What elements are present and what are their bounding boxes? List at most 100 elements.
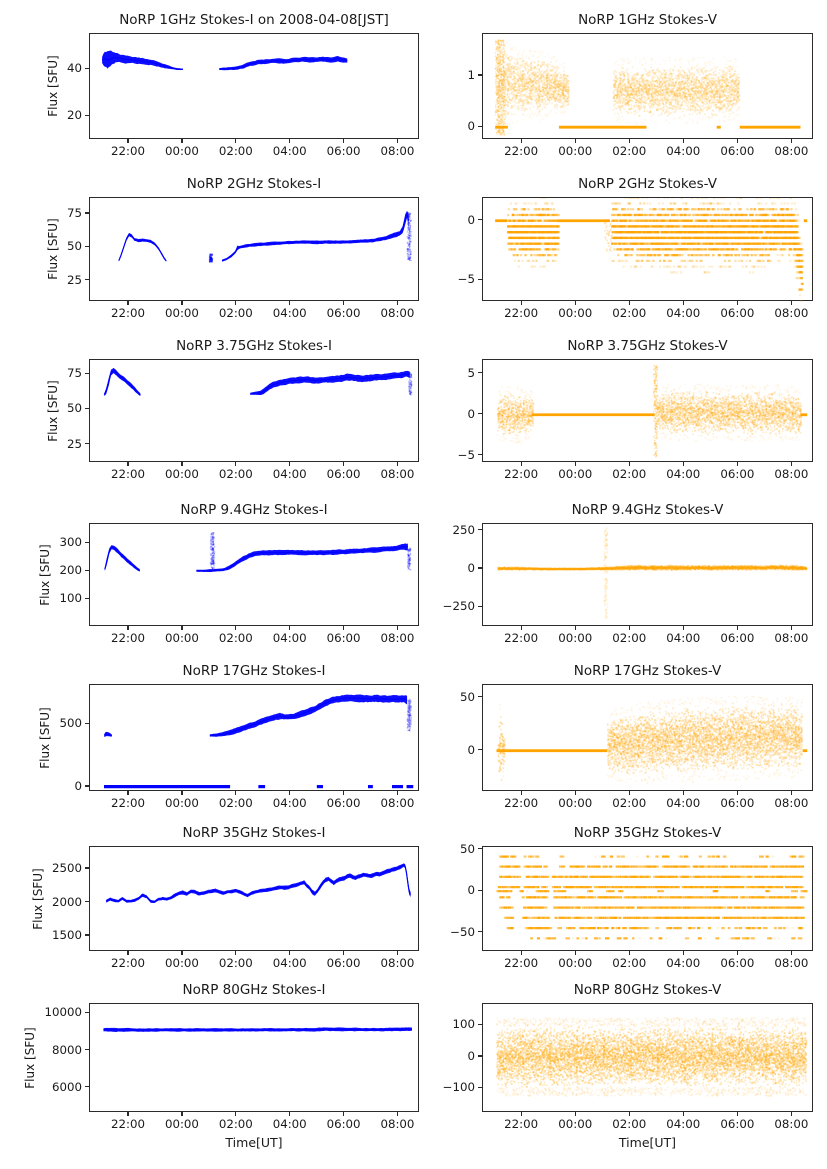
y-axis-label: Flux [SFU] bbox=[38, 543, 53, 606]
y-tick-mark bbox=[478, 889, 482, 891]
x-tick-label: 22:00 bbox=[504, 631, 539, 645]
x-tick-label: 22:00 bbox=[504, 1117, 539, 1131]
x-tick-mark bbox=[790, 626, 792, 630]
x-tick-label: 04:00 bbox=[272, 467, 307, 481]
x-tick-mark bbox=[396, 139, 399, 143]
x-tick-label: 06:00 bbox=[720, 1117, 755, 1131]
y-tick-label: 0 bbox=[467, 883, 475, 898]
x-tick-mark bbox=[520, 301, 522, 305]
y-tick-mark bbox=[478, 605, 482, 607]
y-tick-label: 0 bbox=[74, 778, 82, 793]
x-tick-label: 02:00 bbox=[218, 796, 253, 810]
y-tick-mark bbox=[85, 372, 89, 374]
x-tick-mark bbox=[181, 1112, 183, 1116]
x-tick-label: 02:00 bbox=[612, 796, 647, 810]
x-tick-label: 08:00 bbox=[380, 1117, 415, 1131]
x-tick-label: 06:00 bbox=[326, 631, 361, 645]
x-tick-mark bbox=[342, 462, 345, 466]
x-tick-label: 00:00 bbox=[558, 956, 593, 970]
x-tick-mark bbox=[289, 139, 291, 143]
y-tick-label: −100 bbox=[442, 1080, 475, 1095]
x-tick-mark bbox=[520, 139, 522, 143]
x-tick-mark bbox=[574, 139, 576, 143]
x-tick-mark bbox=[790, 1112, 792, 1116]
y-tick-label: 20 bbox=[66, 108, 82, 123]
y-tick-mark bbox=[85, 900, 89, 903]
x-tick-label: 02:00 bbox=[218, 306, 253, 320]
x-tick-mark bbox=[790, 791, 792, 795]
x-tick-label: 02:00 bbox=[218, 631, 253, 645]
plot-canvas-norp-80ghz-stokes-i bbox=[90, 1004, 420, 1113]
y-tick-label: 25 bbox=[66, 272, 82, 287]
x-tick-label: 00:00 bbox=[558, 796, 593, 810]
subplot-title-norp-2ghz-stokes-i: NoRP 2GHz Stokes-I bbox=[186, 176, 322, 192]
subplot-title-norp-2ghz-stokes-v: NoRP 2GHz Stokes-V bbox=[578, 176, 717, 192]
x-tick-mark bbox=[127, 301, 129, 305]
y-tick-label: 75 bbox=[66, 206, 82, 220]
x-tick-mark bbox=[520, 462, 522, 466]
x-tick-mark bbox=[628, 1112, 630, 1116]
y-tick-mark bbox=[85, 407, 89, 409]
x-tick-label: 22:00 bbox=[504, 306, 539, 320]
x-tick-label: 08:00 bbox=[380, 956, 415, 970]
x-tick-label: 22:00 bbox=[111, 1117, 146, 1131]
y-tick-mark bbox=[478, 847, 482, 850]
y-tick-label: 2000 bbox=[51, 894, 82, 909]
x-tick-mark bbox=[628, 301, 630, 305]
y-tick-label: 1500 bbox=[51, 927, 82, 942]
x-tick-mark bbox=[289, 951, 291, 955]
x-tick-mark bbox=[790, 462, 792, 466]
y-tick-mark bbox=[85, 245, 89, 247]
y-tick-label: 200 bbox=[59, 563, 82, 578]
x-tick-label: 02:00 bbox=[218, 467, 253, 481]
plot-canvas-norp-17ghz-stokes-i bbox=[90, 685, 420, 792]
x-tick-label: 22:00 bbox=[111, 144, 146, 158]
plot-area-norp-80ghz-stokes-v bbox=[482, 1003, 814, 1113]
x-tick-label: 06:00 bbox=[326, 956, 361, 970]
x-tick-mark bbox=[342, 301, 345, 305]
x-tick-label: 02:00 bbox=[218, 144, 253, 158]
x-tick-mark bbox=[181, 626, 183, 630]
x-tick-label: 22:00 bbox=[504, 956, 539, 970]
x-axis-label: Time[UT] bbox=[618, 1135, 677, 1150]
y-tick-label: −50 bbox=[450, 924, 475, 939]
plot-canvas-norp-80ghz-stokes-v bbox=[483, 1004, 814, 1113]
x-tick-label: 02:00 bbox=[612, 144, 647, 158]
x-tick-mark bbox=[235, 1112, 237, 1116]
y-tick-mark bbox=[85, 1086, 89, 1088]
y-tick-mark bbox=[478, 696, 482, 698]
y-tick-mark bbox=[85, 279, 89, 281]
plot-area-norp-35ghz-stokes-i bbox=[89, 846, 420, 952]
x-tick-label: 22:00 bbox=[111, 467, 146, 481]
x-tick-mark bbox=[235, 301, 237, 305]
x-tick-mark bbox=[574, 791, 576, 795]
x-tick-label: 04:00 bbox=[666, 306, 701, 320]
plot-area-norp-3-75ghz-stokes-i bbox=[89, 359, 420, 463]
y-tick-label: 100 bbox=[452, 1017, 475, 1032]
subplot-title-norp-1ghz-stokes-v: NoRP 1GHz Stokes-V bbox=[578, 12, 717, 28]
y-tick-mark bbox=[478, 529, 482, 531]
subplot-title-norp-35ghz-stokes-i: NoRP 35GHz Stokes-I bbox=[182, 825, 326, 841]
x-tick-label: 22:00 bbox=[111, 956, 146, 970]
x-tick-mark bbox=[342, 139, 345, 143]
y-tick-mark bbox=[85, 722, 89, 724]
x-tick-label: 22:00 bbox=[504, 796, 539, 810]
x-tick-mark bbox=[396, 791, 399, 795]
y-tick-mark bbox=[478, 567, 482, 569]
x-tick-mark bbox=[396, 626, 399, 630]
subplot-title-norp-9-4ghz-stokes-v: NoRP 9.4GHz Stokes-V bbox=[571, 502, 724, 518]
subplot-title-norp-3-75ghz-stokes-i: NoRP 3.75GHz Stokes-I bbox=[176, 338, 332, 354]
x-tick-mark bbox=[628, 626, 630, 630]
x-tick-label: 04:00 bbox=[666, 144, 701, 158]
x-tick-mark bbox=[628, 139, 630, 143]
x-tick-label: 00:00 bbox=[558, 306, 593, 320]
y-tick-mark bbox=[478, 278, 482, 281]
x-tick-label: 04:00 bbox=[666, 956, 701, 970]
x-tick-label: 22:00 bbox=[111, 631, 146, 645]
y-axis-label: Flux [SFU] bbox=[30, 867, 45, 930]
x-tick-mark bbox=[235, 951, 237, 955]
subplot-title-norp-1ghz-stokes-i-on-2008-04-08-jst: NoRP 1GHz Stokes-I on 2008-04-08[JST] bbox=[119, 12, 389, 28]
y-tick-mark bbox=[478, 931, 482, 933]
plot-area-norp-2ghz-stokes-v bbox=[482, 197, 814, 302]
y-tick-label: 2500 bbox=[51, 861, 82, 876]
